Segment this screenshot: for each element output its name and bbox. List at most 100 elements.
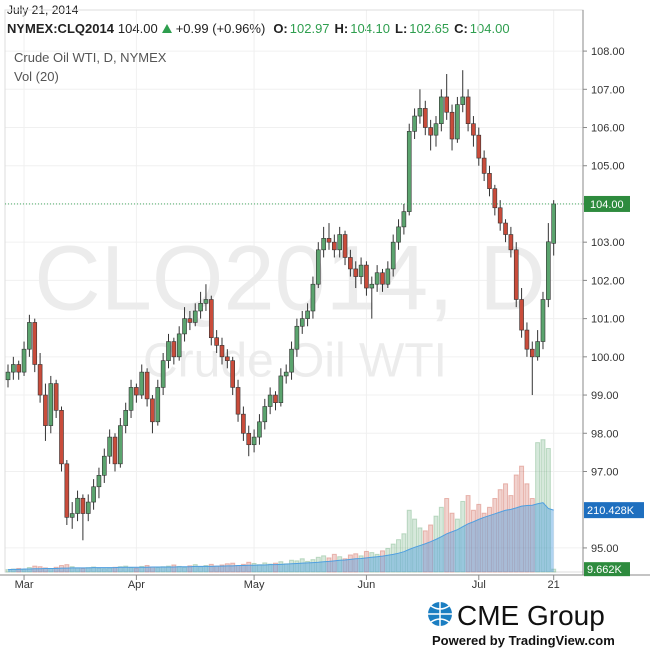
- volume-bar: [401, 533, 407, 573]
- volume-bar: [438, 506, 444, 573]
- volume-bar: [347, 554, 353, 573]
- candle-body: [59, 410, 64, 465]
- candle-body: [460, 96, 466, 105]
- volume-bar: [289, 559, 295, 573]
- volume-bar: [262, 562, 268, 573]
- candle-body: [289, 348, 294, 373]
- volume-bar: [428, 524, 434, 573]
- candle-body: [487, 173, 492, 189]
- candle-body: [251, 436, 257, 446]
- volume-bar: [272, 562, 278, 573]
- volume-bar: [476, 503, 482, 573]
- candle-body: [390, 241, 396, 270]
- volume-bar: [342, 558, 348, 573]
- volume-bar: [545, 448, 551, 573]
- candle-body: [374, 272, 380, 285]
- quote-row: NYMEX:CLQ2014 104.00 +0.99 (+0.96%) O: 10…: [7, 21, 513, 36]
- x-tick-label: Jul: [472, 579, 486, 591]
- volume-bar: [503, 483, 509, 573]
- candle-body: [235, 387, 241, 415]
- ohlc-value: 102.97: [289, 21, 330, 36]
- candle-body: [139, 371, 145, 396]
- volume-bar: [524, 483, 530, 573]
- candle-body: [225, 356, 230, 361]
- y-tick-label: 95.00: [591, 543, 619, 555]
- candle-body: [155, 387, 161, 423]
- candle-body: [492, 188, 498, 209]
- logo-lines: [428, 602, 452, 626]
- candle-body: [118, 425, 123, 465]
- volume-bar: [219, 564, 225, 573]
- volume-bar: [363, 550, 369, 573]
- volume-bar: [133, 567, 139, 573]
- candle-body: [455, 104, 460, 140]
- volume-bar: [358, 555, 364, 573]
- volume-bar: [519, 465, 525, 573]
- candle-body: [230, 360, 235, 388]
- candle-body: [144, 371, 150, 400]
- candle-body: [546, 241, 551, 300]
- volume-bar: [529, 498, 535, 573]
- x-tick-label: Mar: [15, 579, 34, 591]
- volume-bar: [251, 562, 257, 573]
- candle-body: [273, 394, 278, 403]
- volume-bar: [535, 442, 541, 573]
- volume-bar: [240, 563, 246, 573]
- volume-bar: [69, 566, 75, 573]
- candle-body: [481, 157, 487, 174]
- volume-bar: [449, 512, 455, 573]
- volume-bar: [42, 567, 48, 573]
- ohlc-label: C:: [454, 21, 468, 36]
- volume-bar: [278, 561, 284, 573]
- volume-bar: [369, 552, 375, 573]
- volume-bar: [326, 557, 332, 573]
- candle-body: [540, 299, 546, 342]
- symbol: NYMEX:CLQ2014: [7, 21, 114, 36]
- candle-body: [508, 234, 514, 251]
- ohlc-label: L:: [395, 21, 408, 36]
- candle-body: [299, 318, 305, 327]
- candle-body: [11, 364, 16, 373]
- candle-body: [69, 513, 75, 518]
- volume-bar: [396, 539, 402, 573]
- candle-body: [406, 131, 412, 212]
- volume-bar: [267, 563, 273, 573]
- candle-body: [219, 345, 225, 358]
- y-tick-label: 108.00: [591, 46, 625, 58]
- volume-bar: [513, 474, 519, 573]
- volume-bar: [187, 565, 193, 573]
- candle-body: [107, 436, 112, 457]
- candle-body: [101, 455, 107, 476]
- volume-bar: [374, 553, 380, 573]
- volume-bar: [390, 543, 396, 573]
- volume-ma-line: [7, 502, 554, 571]
- ma-value-label: 210.428K: [587, 505, 635, 517]
- candle-body: [369, 283, 375, 289]
- candle-body: [214, 337, 219, 346]
- candle-body: [471, 123, 476, 136]
- volume-bar: [454, 518, 460, 573]
- volume-bar: [412, 518, 418, 573]
- volume-bar: [53, 566, 59, 573]
- candle-body: [85, 501, 91, 514]
- candle-body: [198, 303, 203, 312]
- volume-bar: [246, 561, 252, 573]
- candle-body: [80, 497, 86, 514]
- volume-value-label: 9.662K: [587, 564, 623, 576]
- x-tick-label: May: [244, 579, 265, 591]
- candle-body: [294, 325, 300, 350]
- volume-bar: [171, 564, 177, 573]
- powered-by: Powered by TradingView.com: [432, 633, 615, 648]
- volume-bar: [305, 560, 311, 573]
- candle-body: [32, 322, 38, 365]
- candle-body: [380, 272, 385, 285]
- candle-body: [417, 108, 423, 117]
- candle-body: [5, 371, 11, 381]
- candle-body: [134, 387, 139, 396]
- candle-body: [315, 249, 321, 285]
- volume-bar: [353, 553, 359, 573]
- volume-bar: [321, 555, 327, 573]
- candle-body: [176, 333, 182, 358]
- volume-bar: [165, 565, 171, 573]
